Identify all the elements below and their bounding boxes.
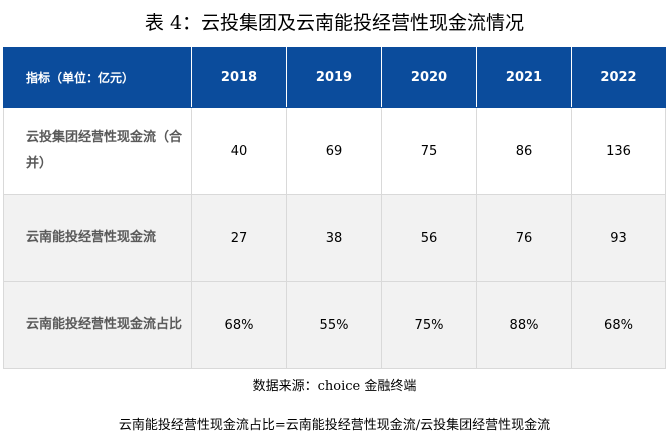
- row-label: 云南能投经营性现金流占比: [3, 281, 192, 369]
- header-year: 2021: [476, 47, 572, 108]
- row-label: 云投集团经营性现金流（合并）: [3, 107, 192, 195]
- header-row: 指标（单位：亿元） 2018 2019 2020 2021 2022: [3, 47, 666, 108]
- table-cell: 38: [286, 194, 382, 282]
- header-year: 2020: [381, 47, 477, 108]
- table-cell: 75: [381, 107, 477, 195]
- row-label: 云南能投经营性现金流: [3, 194, 192, 282]
- table-cell: 68%: [571, 281, 666, 369]
- header-year: 2018: [191, 47, 287, 108]
- header-year: 2019: [286, 47, 382, 108]
- cash-flow-table: 指标（单位：亿元） 2018 2019 2020 2021 2022 云投集团经…: [3, 47, 666, 369]
- table-cell: 69: [286, 107, 382, 195]
- table-cell: 27: [191, 194, 287, 282]
- data-source: 数据来源：choice 金融终端: [252, 379, 417, 394]
- table-cell: 75%: [381, 281, 477, 369]
- table-row: 云南能投经营性现金流占比 68% 55% 75% 88% 68%: [3, 281, 666, 369]
- table-cell: 55%: [286, 281, 382, 369]
- table-cell: 86: [476, 107, 572, 195]
- table-cell: 56: [381, 194, 477, 282]
- table-cell: 93: [571, 194, 666, 282]
- table-row: 云南能投经营性现金流 27 38 56 76 93: [3, 194, 666, 282]
- table-title: 表 4：云投集团及云南能投经营性现金流情况: [144, 12, 525, 34]
- table-cell: 76: [476, 194, 572, 282]
- header-metric: 指标（单位：亿元）: [3, 47, 192, 108]
- table-row: 云投集团经营性现金流（合并） 40 69 75 86 136: [3, 107, 666, 195]
- table-cell: 88%: [476, 281, 572, 369]
- header-year: 2022: [571, 47, 666, 108]
- formula-note: 云南能投经营性现金流占比=云南能投经营性现金流/云投集团经营性现金流: [118, 418, 551, 433]
- table-cell: 40: [191, 107, 287, 195]
- table-cell: 68%: [191, 281, 287, 369]
- table-cell: 136: [571, 107, 666, 195]
